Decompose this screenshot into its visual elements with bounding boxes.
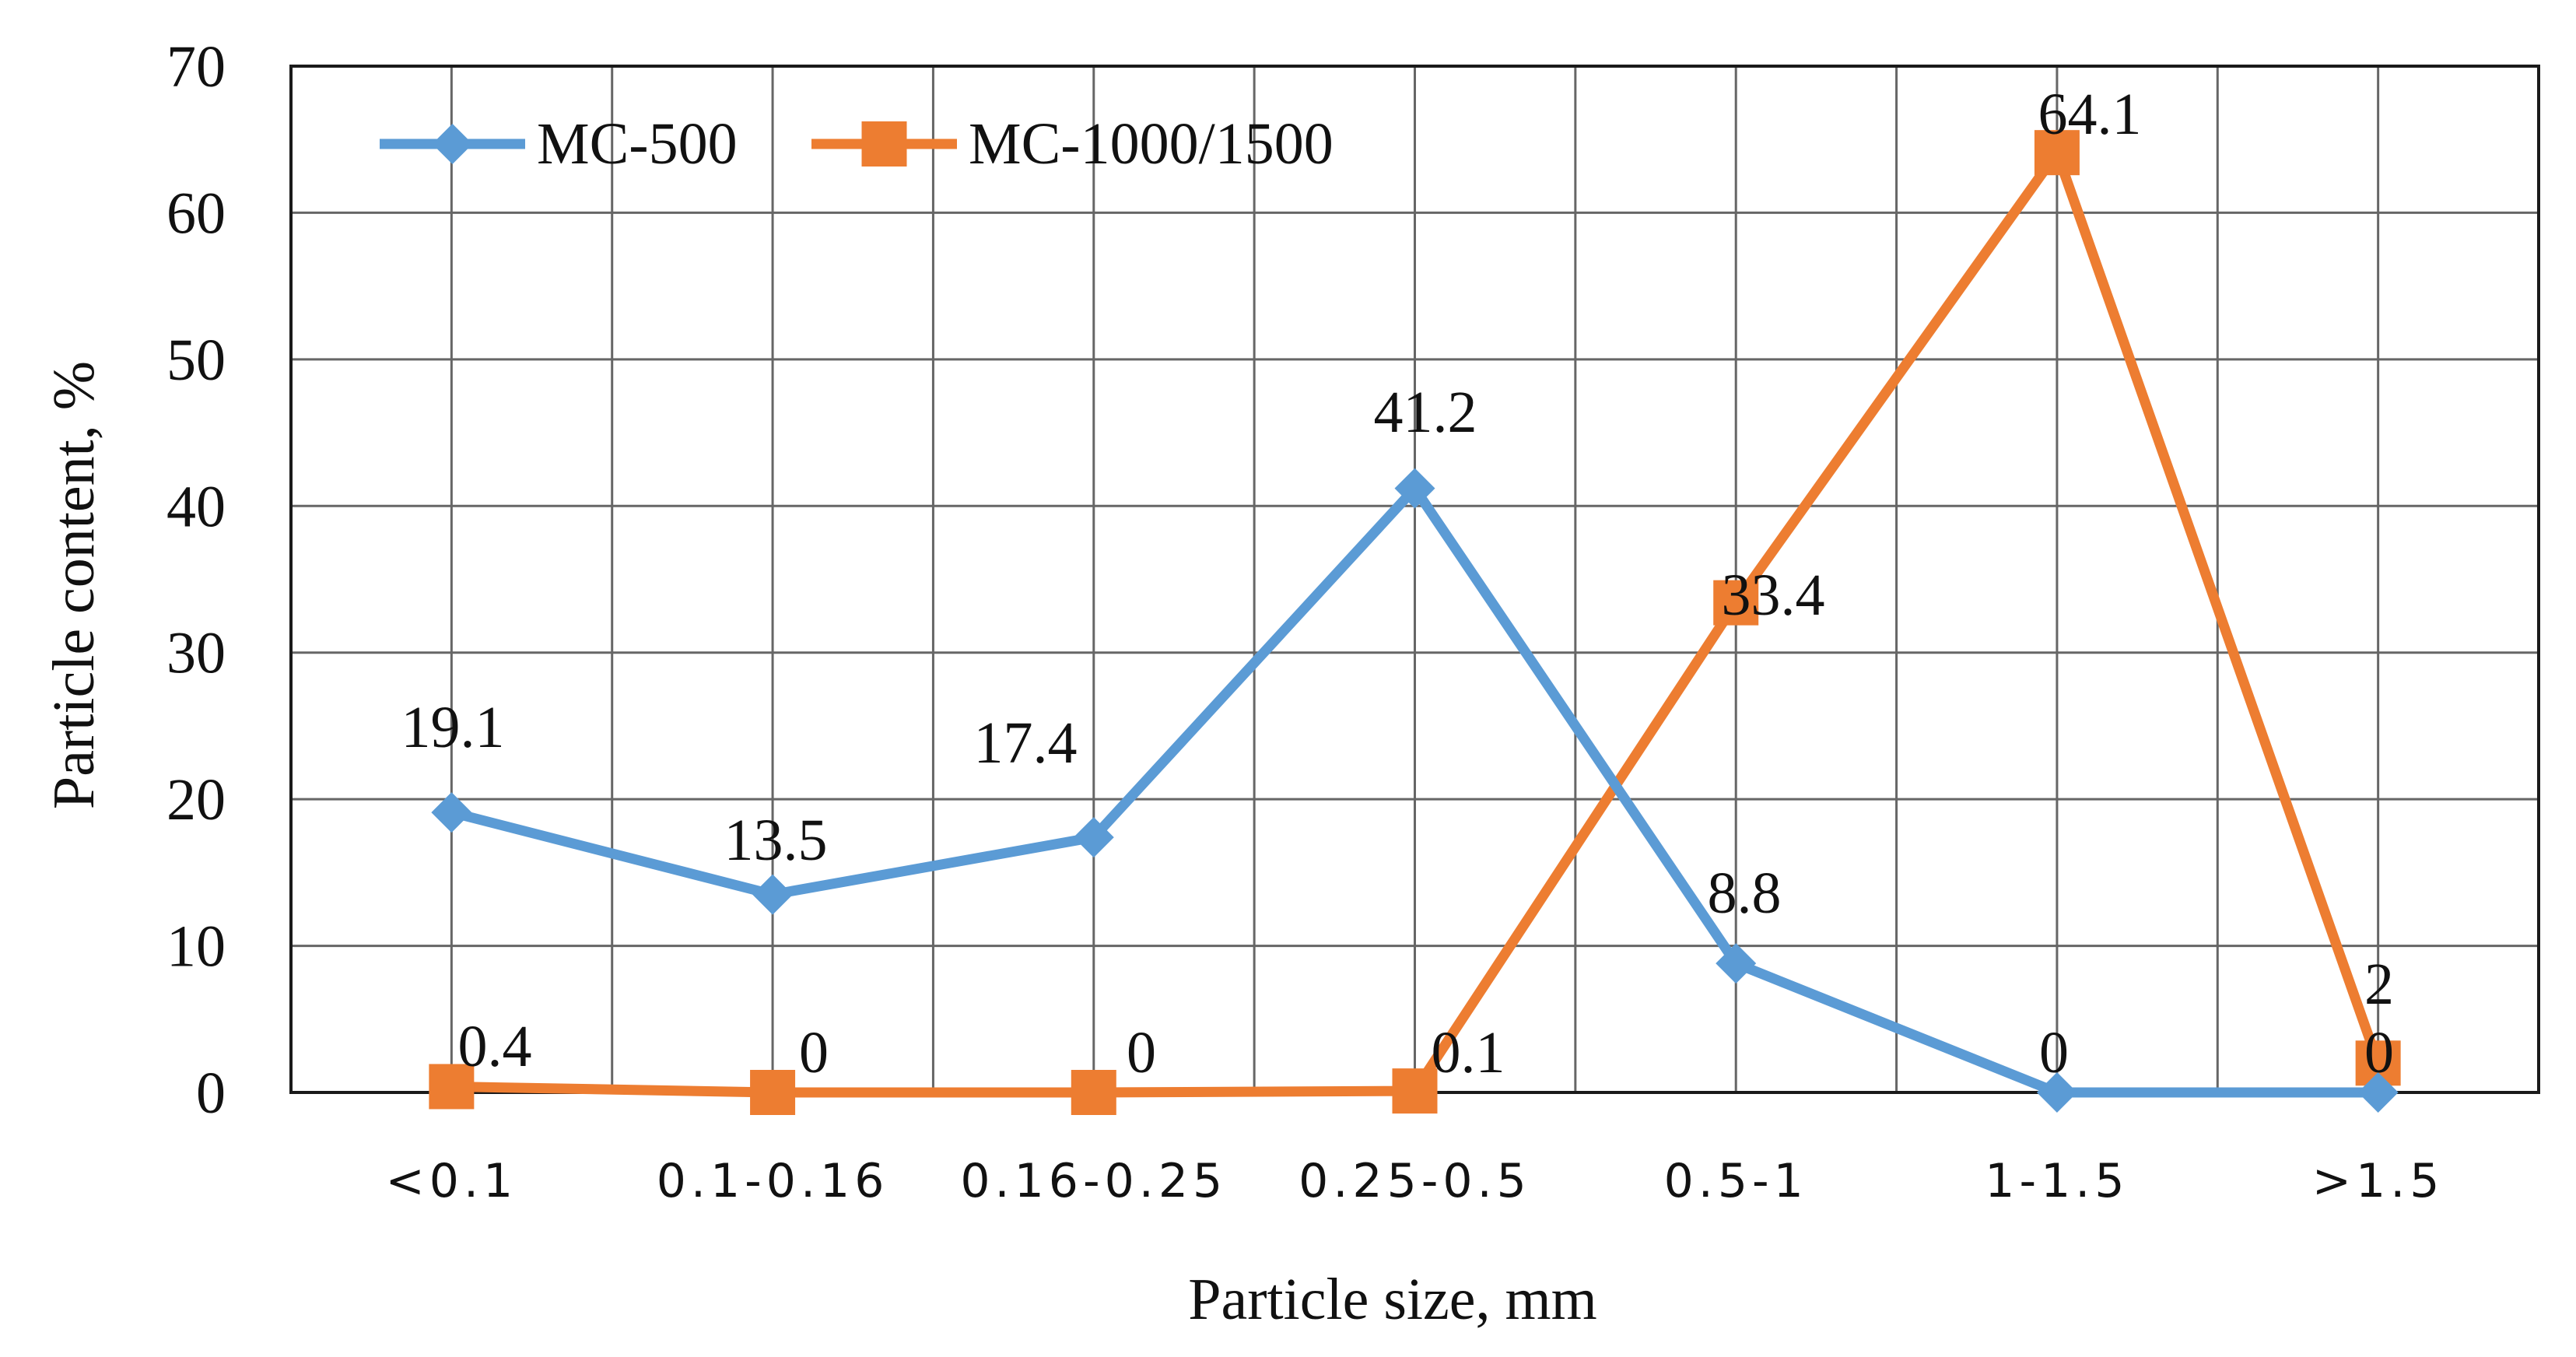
data-label: 0.1 <box>1432 1020 1505 1085</box>
data-labels: 19.1 13.5 17.4 41.2 8.8 0 0 0.4 0 0 0.1 33.4 64.1 2 <box>401 82 2395 1085</box>
legend-item-1: MC-1000/1500 <box>811 111 1334 177</box>
legend-item-0: MC-500 <box>380 111 738 177</box>
legend-label: MC-1000/1500 <box>969 111 1334 177</box>
y-tick-label: 20 <box>166 767 226 833</box>
data-point <box>1713 580 1759 626</box>
y-tick-label: 0 <box>196 1061 226 1126</box>
data-point <box>1073 817 1114 858</box>
data-label: 17.4 <box>974 710 1078 776</box>
data-label: 33.4 <box>1722 563 1825 628</box>
data-point <box>1071 1070 1116 1115</box>
y-tick-label: 30 <box>166 621 226 686</box>
data-point <box>750 1070 796 1115</box>
data-label: 0 <box>1127 1020 1156 1085</box>
data-point <box>431 792 472 833</box>
data-point <box>2034 130 2080 176</box>
x-tick-label: 0.25-0.5 <box>1299 1154 1531 1208</box>
data-point <box>1392 1068 1438 1114</box>
series <box>429 130 2401 1115</box>
data-label: 19.1 <box>401 695 505 760</box>
legend-label: MC-500 <box>537 111 738 177</box>
y-tick-label: 60 <box>166 181 226 246</box>
data-label: 0.4 <box>458 1014 532 1079</box>
data-point <box>2357 1072 2399 1113</box>
y-tick-label: 50 <box>166 328 226 393</box>
data-label: 41.2 <box>1374 380 1477 445</box>
data-label: 13.5 <box>724 808 828 873</box>
data-label: 0 <box>2039 1020 2069 1085</box>
legend-swatch-marker <box>432 124 473 164</box>
data-label: 8.8 <box>1708 861 1782 926</box>
x-axis-label: Particle size, mm <box>1188 1267 1597 1332</box>
series-1 <box>429 130 2401 1115</box>
x-axis-ticks: <0.1 0.1-0.16 0.16-0.25 0.25-0.5 0.5-1 1-1.5 >… <box>386 1154 2445 1208</box>
x-tick-label: >1.5 <box>2312 1154 2445 1208</box>
y-axis-label: Particle content, % <box>41 361 107 809</box>
legend-swatch-marker <box>861 121 907 167</box>
data-label: 64.1 <box>2038 82 2142 147</box>
y-tick-label: 40 <box>166 474 226 539</box>
legend: MC-500 MC-1000/1500 <box>380 111 1334 177</box>
y-tick-label: 70 <box>166 34 226 100</box>
x-tick-label: 1-1.5 <box>1985 1154 2129 1208</box>
data-point <box>752 874 794 915</box>
y-axis-ticks: 0 10 20 30 40 50 60 70 <box>166 34 226 1126</box>
x-tick-label: 0.16-0.25 <box>960 1154 1227 1208</box>
data-point <box>1716 943 1757 984</box>
x-tick-label: <0.1 <box>386 1154 518 1208</box>
gridlines <box>291 66 2539 1092</box>
data-label: 0 <box>799 1020 829 1085</box>
series-0 <box>431 468 2399 1113</box>
x-tick-label: 0.1-0.16 <box>657 1154 889 1208</box>
data-point <box>1394 468 1435 509</box>
y-tick-label: 10 <box>166 914 226 980</box>
x-tick-label: 0.5-1 <box>1664 1154 1808 1208</box>
data-label: 0 <box>2364 1020 2394 1085</box>
data-point <box>2036 1072 2077 1113</box>
data-label: 2 <box>2364 952 2394 1017</box>
data-point <box>429 1064 475 1110</box>
